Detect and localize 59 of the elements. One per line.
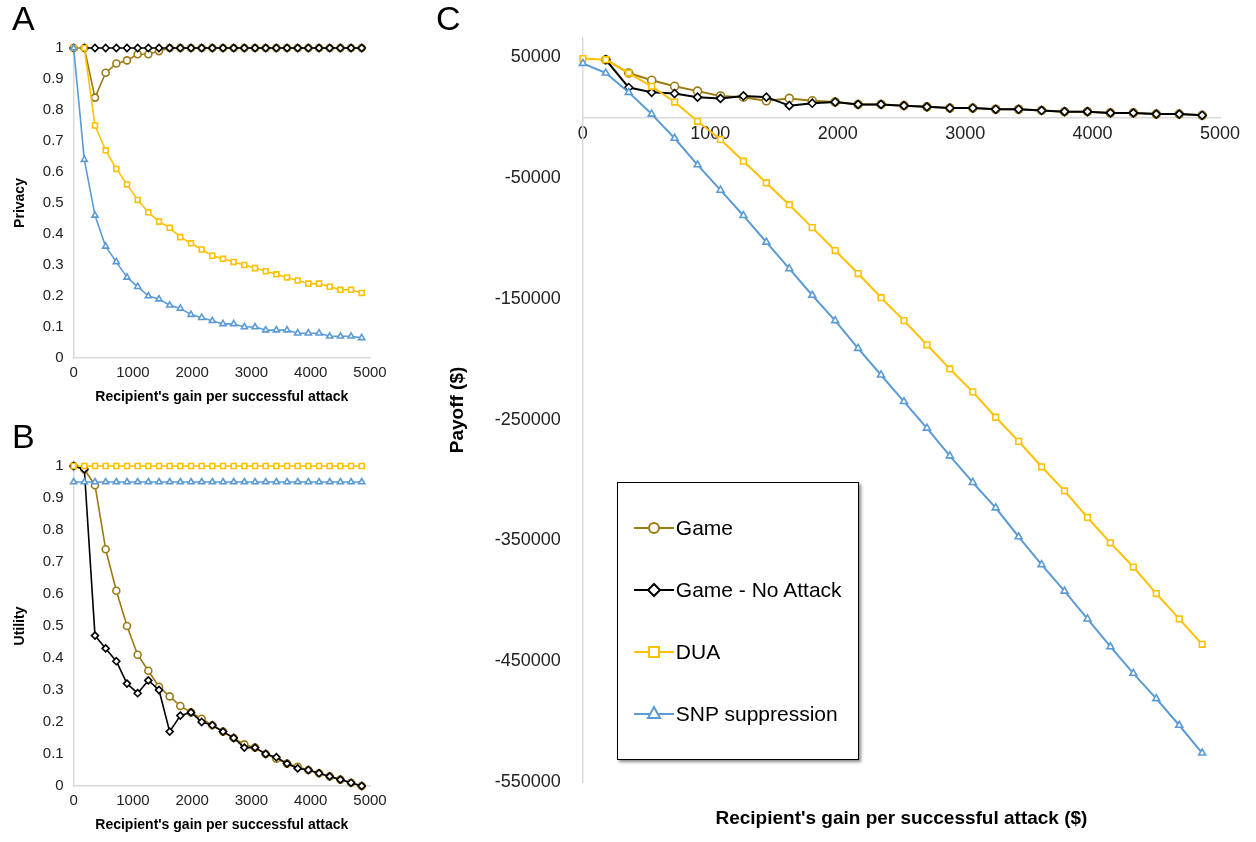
- y-tick-label: 0.7: [42, 552, 64, 570]
- x-tick-label: 5000: [353, 791, 387, 809]
- x-tick-label: 2000: [175, 363, 209, 381]
- y-tick-label: 50000: [510, 46, 561, 67]
- text: A: [12, 0, 35, 38]
- y-tick-label: 0: [55, 776, 64, 794]
- x-tick-label: 3000: [945, 123, 986, 144]
- x-tick-label: 4000: [1072, 123, 1113, 144]
- y-tick-label: -450000: [494, 650, 561, 671]
- y-tick-label: 0.6: [42, 162, 64, 180]
- legend-label: SNP suppression: [675, 702, 838, 726]
- y-tick-label: 0.5: [42, 193, 64, 211]
- x-axis-title: Recipient's gain per successful attack ($): [715, 806, 1088, 828]
- x-tick-label: 4000: [294, 791, 328, 809]
- legend-label: Game - No Attack: [675, 578, 842, 602]
- x-tick-label: 0: [577, 123, 588, 144]
- y-tick-label: 0.2: [42, 286, 64, 304]
- y-tick-label: 0.3: [42, 255, 64, 273]
- x-tick-label: 1000: [116, 791, 150, 809]
- y-tick-label: 0: [55, 348, 64, 366]
- y-tick-label: 1: [55, 38, 64, 56]
- x-tick-label: 5000: [353, 363, 387, 381]
- y-tick-label: 0.9: [42, 488, 64, 506]
- text: B: [12, 417, 35, 456]
- x-tick-label: 0: [69, 791, 78, 809]
- x-tick-label: 3000: [234, 791, 269, 809]
- y-tick-label: 0.5: [42, 616, 64, 634]
- y-tick-label: 0.4: [42, 224, 64, 242]
- y-tick-label: 0.3: [42, 680, 64, 698]
- y-tick-label: 0.2: [42, 712, 64, 730]
- y-tick-label: 0.8: [42, 520, 64, 538]
- y-axis-title: Utility: [11, 606, 28, 646]
- x-tick-label: 3000: [234, 363, 269, 381]
- y-tick-label: -350000: [494, 529, 561, 550]
- y-tick-label: -150000: [494, 287, 561, 308]
- y-tick-label: 0.1: [42, 744, 64, 762]
- y-tick-label: 0.7: [42, 131, 64, 149]
- y-tick-label: 1: [55, 456, 64, 474]
- x-tick-label: 2000: [175, 791, 209, 809]
- x-tick-label: 4000: [294, 363, 328, 381]
- text: C: [436, 0, 461, 38]
- x-tick-label: 2000: [817, 123, 858, 144]
- legend-label: DUA: [675, 640, 721, 664]
- y-tick-label: -50000: [504, 167, 561, 188]
- x-tick-label: 5000: [1199, 123, 1241, 144]
- legend-label: Game: [675, 516, 734, 540]
- x-tick-label: 1000: [116, 363, 150, 381]
- y-axis-title: Payoff ($): [445, 366, 467, 454]
- y-axis-title: Privacy: [11, 177, 28, 228]
- y-tick-label: 0.4: [42, 648, 64, 666]
- y-tick-label: -250000: [494, 408, 561, 429]
- y-tick-label: 0.9: [42, 69, 64, 87]
- y-tick-label: 0.6: [42, 584, 64, 602]
- x-axis-title: Recipient's gain per successful attack: [95, 387, 349, 404]
- y-tick-label: -550000: [494, 770, 561, 791]
- y-tick-label: 0.8: [42, 100, 64, 118]
- y-tick-label: 0.1: [42, 317, 64, 335]
- x-tick-label: 0: [69, 363, 78, 381]
- x-axis-title: Recipient's gain per successful attack: [95, 815, 349, 832]
